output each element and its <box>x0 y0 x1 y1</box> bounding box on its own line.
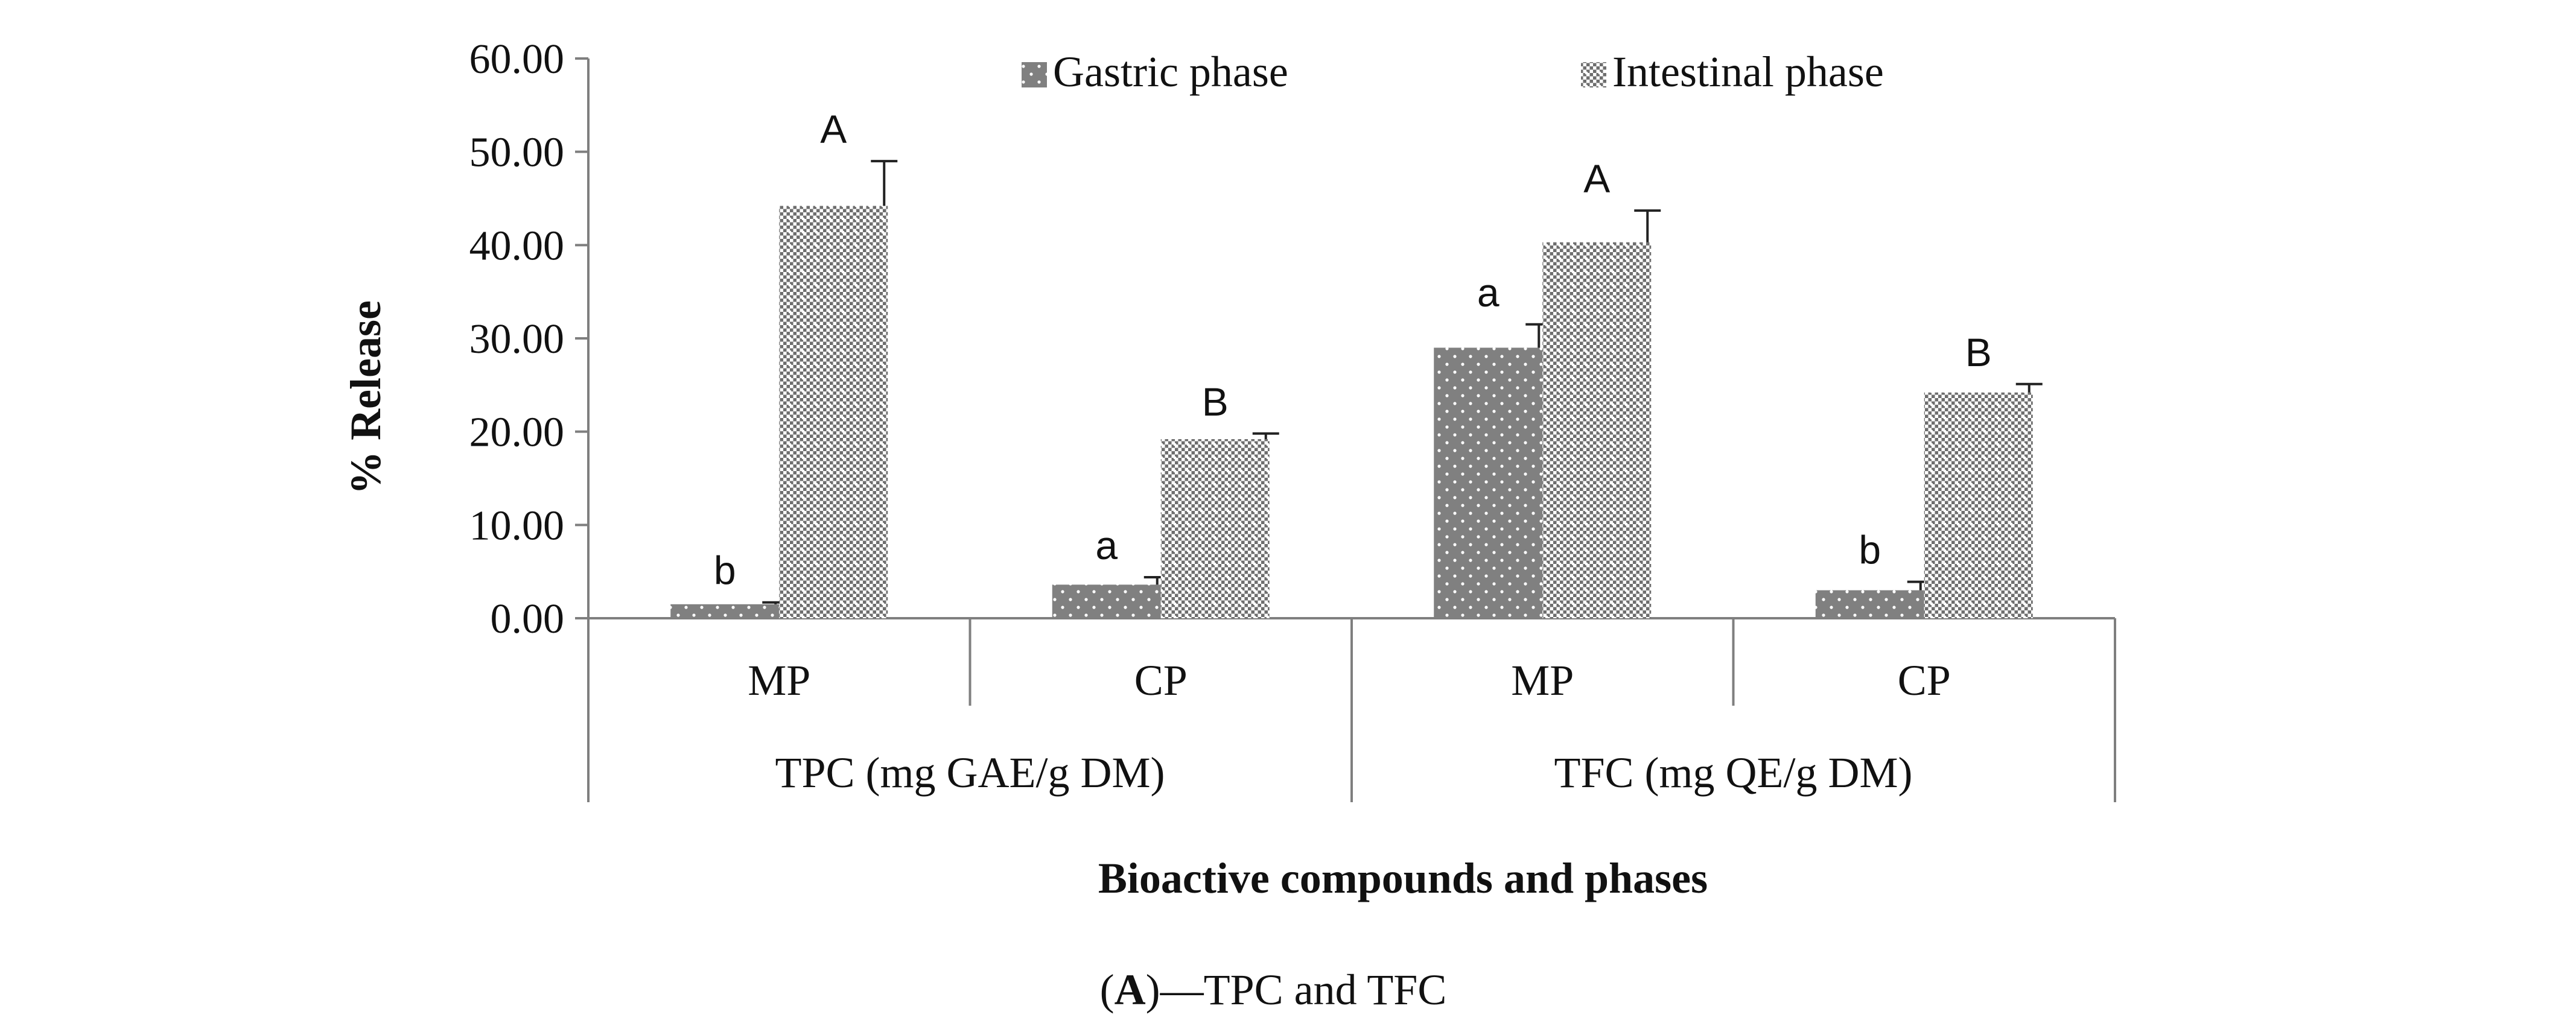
labels: MP CP MP CP TPC (mg GAE/g DM) TFC (mg QE/g DM… <box>714 107 1992 797</box>
significance-letter-gastric: a <box>1477 270 1499 315</box>
legend-swatch-intestinal <box>1581 62 1606 87</box>
y-axis-title: % Release <box>342 300 390 495</box>
bar-intestinal <box>1542 242 1652 618</box>
caption-label: A <box>1115 966 1146 1014</box>
legend-label-intestinal: Intestinal phase <box>1612 48 1884 96</box>
significance-letter-intestinal: A <box>1583 156 1610 201</box>
y-tick-label: 20.00 <box>469 410 565 456</box>
legend: Gastric phase Intestinal phase <box>1022 48 1884 96</box>
significance-letter-intestinal: B <box>1202 379 1229 424</box>
group-label: TFC (mg QE/g DM) <box>1554 749 1913 797</box>
axes: 0.00 10.00 20.00 30.00 40.00 50.00 60.00 <box>469 36 2116 802</box>
bar-intestinal <box>1160 439 1270 618</box>
y-tick-label: 30.00 <box>469 316 565 362</box>
x-axis-title: Bioactive compounds and phases <box>1098 854 1708 902</box>
bar-gastric <box>1434 347 1543 618</box>
bars <box>670 160 2043 619</box>
bar-intestinal <box>779 206 888 619</box>
group-label: TPC (mg GAE/g DM) <box>775 749 1165 797</box>
significance-letter-gastric: a <box>1095 523 1118 568</box>
category-label: CP <box>1898 656 1951 704</box>
y-tick-label: 50.00 <box>469 130 565 176</box>
significance-letter-gastric: b <box>1859 528 1881 572</box>
category-label: CP <box>1134 656 1188 704</box>
category-label: MP <box>748 656 810 704</box>
y-tick-label: 60.00 <box>469 36 565 83</box>
y-tick-label: 0.00 <box>491 596 565 642</box>
y-tick-label: 10.00 <box>469 502 565 549</box>
category-label: MP <box>1511 656 1574 704</box>
bar-intestinal <box>1924 392 2033 618</box>
y-tick-label: 40.00 <box>469 223 565 269</box>
figure-caption: (A)—TPC and TFC <box>1100 966 1447 1014</box>
significance-letter-intestinal: A <box>820 107 847 151</box>
legend-label-gastric: Gastric phase <box>1053 48 1288 96</box>
legend-swatch-gastric <box>1022 62 1047 87</box>
bar-gastric <box>1815 590 1924 618</box>
bar-gastric <box>670 604 780 618</box>
bar-gastric <box>1052 584 1161 618</box>
significance-letter-intestinal: B <box>1965 330 1992 375</box>
significance-letter-gastric: b <box>714 548 736 593</box>
